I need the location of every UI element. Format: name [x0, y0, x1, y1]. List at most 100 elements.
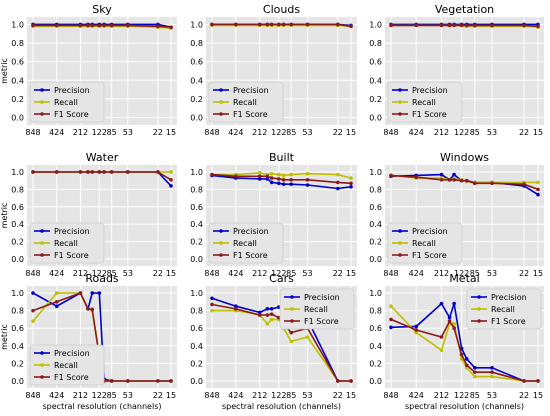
data-point-f1	[210, 172, 214, 177]
legend-label-precision: Precision	[304, 293, 340, 302]
data-point-f1	[257, 174, 262, 179]
y-tick-label: 0.4	[11, 342, 24, 351]
legend-label-recall: Recall	[54, 98, 78, 107]
legend-marker-recall	[219, 100, 223, 104]
y-tick-label: 0.0	[190, 114, 203, 123]
data-point-f1	[414, 175, 419, 179]
legend: Precision Recall F1 Score	[279, 288, 355, 330]
legend: Precision Recall F1 Score	[208, 222, 284, 264]
data-point-precision	[281, 182, 286, 186]
legend-box	[466, 288, 542, 330]
legend-marker-precision	[398, 88, 402, 92]
data-point-f1	[78, 291, 83, 295]
data-point-precision	[257, 310, 262, 315]
data-point-recall	[210, 308, 214, 313]
legend-label-precision: Precision	[54, 227, 90, 236]
data-point-f1	[490, 370, 494, 374]
data-point-f1	[459, 178, 464, 183]
data-point-f1	[257, 313, 262, 317]
data-point-f1	[169, 178, 173, 182]
data-point-f1	[459, 23, 464, 28]
data-point-f1	[536, 379, 540, 383]
y-tick-label: 0.2	[11, 359, 24, 368]
data-point-f1	[289, 330, 294, 335]
y-tick-label: 0.0	[369, 377, 382, 386]
y-tick-label: 1.0	[11, 289, 24, 298]
panel-title: Roads	[85, 272, 119, 285]
data-point-f1	[447, 23, 452, 28]
x-tick-label: 122	[454, 391, 469, 400]
data-point-f1	[490, 23, 494, 28]
x-tick-label: 212	[252, 391, 267, 400]
legend-label-recall: Recall	[233, 239, 257, 248]
legend-marker-f1	[40, 112, 44, 116]
y-tick-label: 0.8	[190, 307, 203, 316]
panel-sky: 0.0 0.2 0.4 0.6 0.8 1.0 848 424 212 122 85 53 22 15 Sk…	[0, 3, 177, 137]
x-tick-label: 848	[204, 128, 219, 137]
data-point-precision	[349, 184, 353, 189]
data-point-f1	[349, 181, 353, 186]
data-point-f1	[54, 170, 59, 174]
data-point-precision	[210, 296, 214, 301]
data-point-f1	[97, 170, 102, 174]
y-tick-label: 0.2	[369, 238, 382, 247]
legend: Precision Recall F1 Score	[466, 288, 542, 330]
data-point-f1	[257, 22, 262, 27]
y-tick-label: 0.8	[369, 185, 382, 194]
data-point-precision	[257, 177, 262, 181]
data-point-f1	[31, 23, 35, 28]
x-tick-label: 53	[123, 269, 133, 278]
data-point-recall	[31, 319, 35, 323]
x-tick-label: 53	[302, 391, 312, 400]
data-point-f1	[522, 379, 526, 383]
y-tick-label: 0.4	[369, 342, 382, 351]
x-tick-label: 22	[153, 269, 163, 278]
panel-title: Vegetation	[435, 3, 494, 16]
y-tick-label: 1.0	[11, 20, 24, 29]
legend-label-recall: Recall	[491, 305, 515, 314]
data-point-recall	[452, 322, 456, 326]
data-point-f1	[78, 23, 83, 28]
data-point-precision	[452, 301, 456, 306]
x-tick-label: 53	[123, 391, 133, 400]
data-point-f1	[156, 170, 160, 174]
y-tick-label: 1.0	[11, 168, 24, 177]
data-point-f1	[289, 22, 294, 27]
x-axis-label: spectral resolution (channels)	[43, 402, 162, 411]
y-tick-label: 1.0	[190, 289, 203, 298]
x-tick-label: 424	[228, 269, 243, 278]
data-point-f1	[305, 22, 310, 27]
data-point-recall	[336, 172, 340, 177]
legend-marker-f1	[40, 253, 44, 257]
legend-label-precision: Precision	[233, 86, 269, 95]
data-point-f1	[389, 23, 393, 28]
legend-marker-f1	[219, 253, 223, 257]
data-point-f1	[265, 174, 270, 179]
legend-marker-recall	[398, 241, 402, 245]
legend-marker-recall	[219, 241, 223, 245]
data-point-f1	[210, 302, 214, 307]
legend-marker-precision	[219, 88, 223, 92]
data-point-precision	[490, 365, 494, 370]
x-tick-label: 424	[409, 128, 424, 137]
x-tick-label: 22	[333, 269, 343, 278]
x-tick-label: 85	[107, 391, 117, 400]
x-tick-label: 15	[346, 128, 356, 137]
data-point-f1	[336, 22, 340, 27]
data-point-f1	[234, 22, 238, 27]
data-point-f1	[473, 181, 477, 186]
data-point-f1	[452, 178, 456, 182]
data-point-f1	[490, 181, 494, 186]
x-tick-label: 122	[271, 269, 286, 278]
x-tick-label: 15	[533, 269, 543, 278]
data-point-recall	[536, 180, 540, 185]
legend-label-precision: Precision	[54, 349, 90, 358]
data-point-precision	[276, 181, 281, 186]
data-point-precision	[439, 172, 444, 177]
x-tick-label: 212	[73, 391, 88, 400]
legend-marker-precision	[219, 229, 223, 233]
x-tick-label: 53	[302, 269, 312, 278]
legend-marker-precision	[40, 88, 44, 92]
x-tick-label: 424	[409, 269, 424, 278]
y-tick-label: 1.0	[369, 168, 382, 177]
